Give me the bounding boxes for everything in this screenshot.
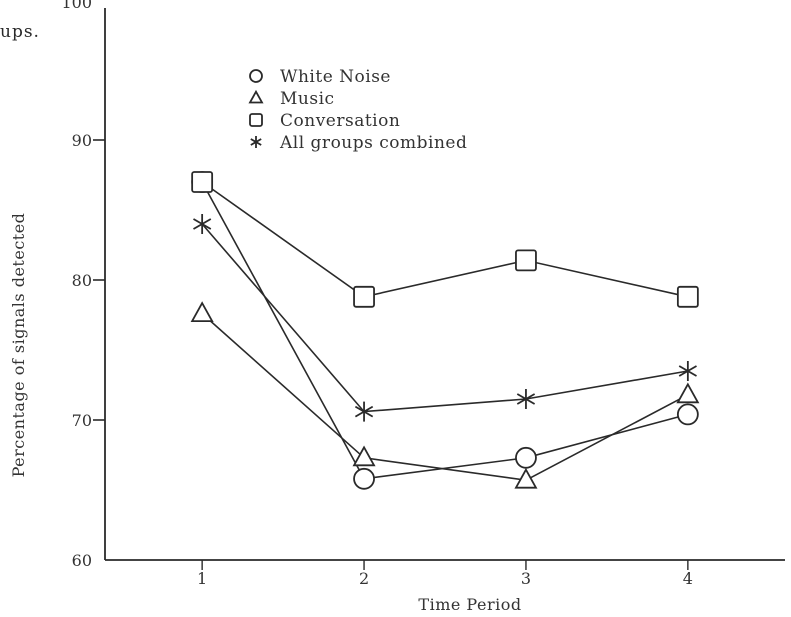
- series-conversation: [191, 171, 699, 308]
- x-tick-label: 2: [359, 569, 369, 588]
- series-line-music: [201, 313, 689, 482]
- data-point-music: [676, 382, 700, 404]
- data-point-white-noise: [676, 403, 699, 426]
- data-point-music: [190, 301, 214, 323]
- data-point-white-noise: [515, 446, 537, 469]
- x-axis-title: Time Period: [418, 595, 521, 614]
- legend-label: Conversation: [280, 111, 400, 131]
- data-point-conversation: [676, 285, 699, 308]
- data-point-all-groups-combined: [516, 389, 536, 409]
- y-axis-title: Percentage of signals detected: [9, 213, 28, 478]
- series-white-noise: [191, 171, 699, 490]
- data-point-white-noise: [353, 467, 375, 490]
- legend-label: White Noise: [280, 67, 391, 87]
- legend-marker-circle-icon: [249, 69, 263, 83]
- data-point-all-groups-combined: [354, 401, 374, 422]
- data-point-conversation: [353, 285, 375, 308]
- data-point-all-groups-combined: [678, 361, 697, 381]
- data-point-conversation: [515, 249, 537, 272]
- legend-label: Music: [280, 89, 335, 109]
- series-line-all-groups-combined: [201, 223, 688, 413]
- x-tick-label: 1: [197, 569, 207, 588]
- caption-fragment: ups.: [0, 22, 40, 42]
- y-tick-label: 60: [72, 551, 92, 570]
- y-tick-label: 70: [72, 411, 92, 430]
- series-line-white-noise: [201, 181, 689, 480]
- x-tick-label: 3: [521, 569, 531, 588]
- series-music: [190, 301, 700, 489]
- series-all-groups-combined: [193, 214, 697, 422]
- legend-marker-asterisk-icon: [250, 136, 262, 148]
- x-ticks: 1 2 3 4: [197, 560, 693, 588]
- data-point-music: [514, 467, 538, 489]
- x-tick-label: 4: [683, 569, 693, 588]
- y-tick-label: 80: [72, 271, 92, 290]
- legend-marker-square-icon: [249, 113, 263, 127]
- legend-marker-triangle-icon: [248, 89, 264, 104]
- data-point-conversation: [191, 171, 214, 193]
- y-ticks: 60 70 80 90 100: [61, 0, 105, 570]
- data-point-all-groups-combined: [193, 214, 212, 234]
- series-line-conversation: [201, 181, 689, 298]
- series-layer: [190, 171, 700, 490]
- data-point-music: [352, 445, 376, 467]
- y-tick-label: 100: [61, 0, 92, 12]
- legend-label: All groups combined: [279, 133, 467, 153]
- y-tick-label: 90: [72, 131, 92, 150]
- chart-axes: [104, 8, 785, 561]
